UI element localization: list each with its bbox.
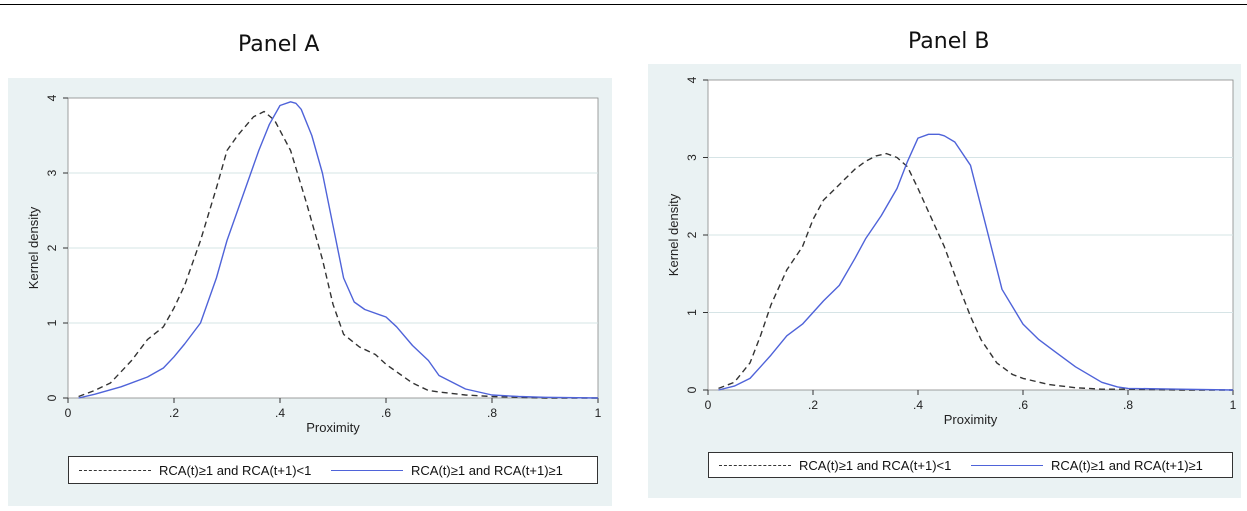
legend-label-solid: RCA(t)≥1 and RCA(t+1)≥1 [411,462,563,478]
y-tick-label: 3 [45,169,59,176]
panel-b-legend: RCA(t)≥1 and RCA(t+1)<1 RCA(t)≥1 and RCA… [708,452,1233,478]
legend-label-solid: RCA(t)≥1 and RCA(t+1)≥1 [1051,457,1203,473]
legend-label-dashed: RCA(t)≥1 and RCA(t+1)<1 [159,462,312,478]
legend-swatch-solid [971,464,1043,466]
legend-swatch-solid [331,469,403,471]
legend-label-dashed: RCA(t)≥1 and RCA(t+1)<1 [799,457,952,473]
x-tick-label: .8 [487,406,497,420]
panel-b-title: Panel B [908,29,990,54]
x-tick-label: .4 [913,398,923,412]
series-line-solid [78,101,599,399]
y-axis-label: Kernel density [26,206,41,289]
legend-item-solid: RCA(t)≥1 and RCA(t+1)≥1 [971,453,1203,477]
y-tick-label: 1 [45,319,59,326]
top-rule [0,4,1247,5]
x-tick-label: 1 [595,406,602,420]
y-tick-label: 0 [685,386,699,393]
x-tick-label: .6 [381,406,391,420]
x-tick-label: 1 [1230,398,1237,412]
panel-a-plot: 0 1 2 3 4 0 .2 .4 .6 .8 1 Proximity Kernel density [26,94,602,435]
x-tick-label: .2 [169,406,179,420]
x-axis-label: Proximity [306,420,360,435]
legend-item-dashed: RCA(t)≥1 and RCA(t+1)<1 [719,453,951,477]
y-tick-label: 0 [45,394,59,401]
y-tick-label: 2 [45,244,59,251]
series-line-dashed [718,152,1233,391]
legend-swatch-dashed [79,469,151,471]
panel-a-title: Panel A [238,32,320,57]
x-tick-label: .8 [1123,398,1133,412]
y-tick-label: 3 [685,154,699,161]
y-axis-label: Kernel density [666,193,681,276]
y-tick-label: 4 [685,76,699,83]
x-axis-label: Proximity [944,412,998,427]
panel-b-plot: 0 1 2 3 4 0 .2 .4 .6 .8 1 Proximity Kernel density [666,76,1237,427]
legend-swatch-dashed [719,464,791,466]
x-tick-label: 0 [705,398,712,412]
x-tick-label: .4 [275,406,285,420]
legend-item-solid: RCA(t)≥1 and RCA(t+1)≥1 [331,457,563,483]
y-tick-label: 2 [685,231,699,238]
y-tick-label: 4 [45,94,59,101]
panel-b-chart: 0 1 2 3 4 0 .2 .4 .6 .8 1 Proximity Kernel density R… [648,64,1241,498]
x-tick-label: .6 [1018,398,1028,412]
y-tick-label: 1 [685,309,699,316]
panel-a-chart: 0 1 2 3 4 0 .2 .4 .6 .8 1 Proximity Kernel density R… [8,78,612,506]
series-line-solid [718,133,1234,391]
x-tick-label: 0 [65,406,72,420]
legend-item-dashed: RCA(t)≥1 and RCA(t+1)<1 [79,457,311,483]
series-line-dashed [78,110,598,399]
panel-a-legend: RCA(t)≥1 and RCA(t+1)<1 RCA(t)≥1 and RCA… [68,456,598,484]
x-tick-label: .2 [808,398,818,412]
